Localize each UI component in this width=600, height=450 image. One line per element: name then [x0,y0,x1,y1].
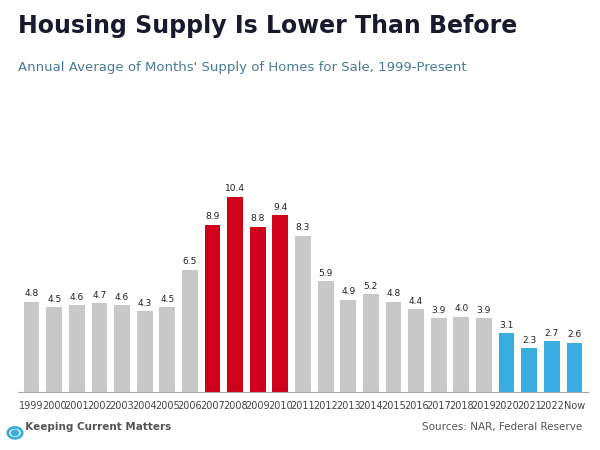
Text: 5.2: 5.2 [364,282,378,291]
Text: 4.8: 4.8 [386,289,401,298]
Bar [340,300,356,392]
Text: Housing Supply Is Lower Than Before: Housing Supply Is Lower Than Before [18,14,517,37]
Bar [250,226,266,392]
Text: 9.4: 9.4 [273,203,287,212]
Text: 2.6: 2.6 [568,330,581,339]
Bar [23,302,40,392]
Text: 4.9: 4.9 [341,287,355,296]
Bar [46,307,62,392]
Bar [566,343,583,392]
Text: Sources: NAR, Federal Reserve: Sources: NAR, Federal Reserve [422,422,582,432]
Text: 4.3: 4.3 [137,298,152,307]
Bar [295,236,311,392]
Text: 2.3: 2.3 [522,336,536,345]
Text: Annual Average of Months' Supply of Homes for Sale, 1999-Present: Annual Average of Months' Supply of Home… [18,61,467,74]
Bar [227,197,243,392]
Text: 4.7: 4.7 [92,291,107,300]
Bar [205,225,220,392]
Text: 4.6: 4.6 [70,293,84,302]
Text: 3.9: 3.9 [477,306,491,315]
Bar [499,333,514,392]
Text: 4.4: 4.4 [409,297,423,306]
Bar [521,348,537,392]
Bar [454,316,469,392]
Text: 4.0: 4.0 [454,304,469,313]
Text: 4.5: 4.5 [160,295,175,304]
Text: 3.1: 3.1 [499,321,514,330]
Text: 5.9: 5.9 [319,269,333,278]
Text: 8.9: 8.9 [205,212,220,221]
Text: Keeping Current Matters: Keeping Current Matters [18,422,171,432]
Text: 6.5: 6.5 [183,257,197,266]
Text: 3.9: 3.9 [431,306,446,315]
Bar [476,319,492,392]
Text: 8.3: 8.3 [296,224,310,233]
Bar [272,215,288,392]
Text: 10.4: 10.4 [225,184,245,193]
Text: 8.8: 8.8 [251,214,265,223]
Bar [408,309,424,392]
Bar [386,302,401,392]
Text: 4.6: 4.6 [115,293,129,302]
Bar [544,341,560,392]
Bar [69,305,85,392]
Bar [431,319,446,392]
Text: 2.7: 2.7 [545,328,559,338]
Bar [160,307,175,392]
Bar [137,311,152,392]
Text: 4.5: 4.5 [47,295,61,304]
Bar [318,281,334,392]
Bar [363,294,379,392]
Text: 4.8: 4.8 [25,289,38,298]
Bar [182,270,198,392]
Bar [92,303,107,392]
Bar [114,305,130,392]
